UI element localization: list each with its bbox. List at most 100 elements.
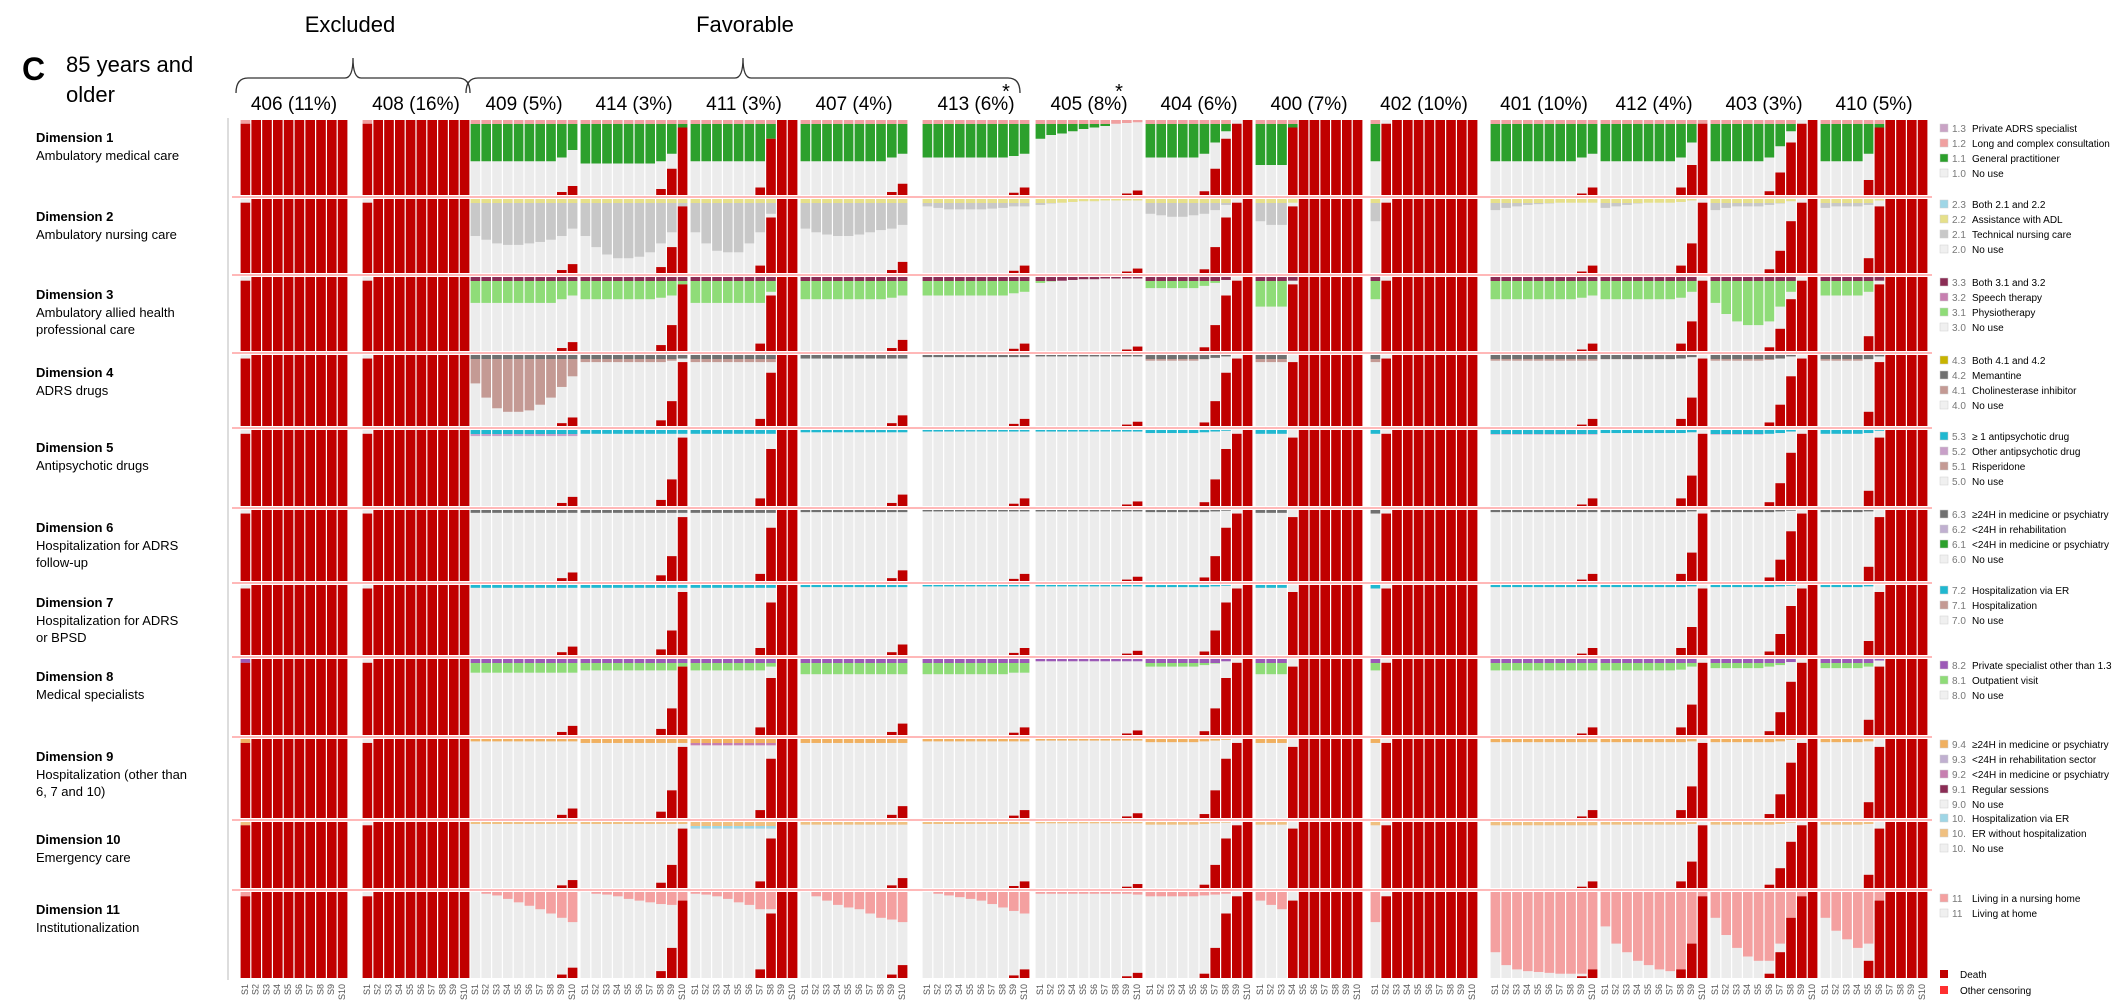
bar-use-accent (677, 659, 688, 663)
bar-death (787, 585, 798, 655)
bar-use (1145, 359, 1156, 361)
bar-nouse (1145, 277, 1156, 351)
bar-use-accent (1687, 585, 1697, 587)
bar-use-accent (955, 355, 965, 358)
bar-nouse (1577, 510, 1587, 581)
cluster-14: 410 (5%)S1 S2 S3 S4 S5 S6 S7 S8 S9 S10 (1820, 94, 1928, 1000)
bar-use-accent (1732, 120, 1742, 124)
bar-death (1907, 510, 1917, 581)
bar-use-accent (1078, 355, 1089, 357)
bar-use-accent (1501, 659, 1511, 663)
bar-death (766, 838, 776, 888)
bar-death (1352, 585, 1363, 655)
bar-use-accent (1089, 510, 1100, 512)
bar-nouse (1676, 585, 1686, 655)
bar-death (1320, 120, 1330, 195)
bar-death (1242, 355, 1253, 426)
bar-use-accent (1035, 199, 1046, 203)
bar-death (887, 974, 897, 978)
bar-nouse (1111, 739, 1121, 818)
bar-nouse (1820, 199, 1831, 273)
bar-use (800, 124, 811, 162)
bar-nouse (1068, 120, 1078, 195)
bar-use (1676, 124, 1686, 158)
bar-use (1555, 663, 1565, 671)
bar-use-accent (567, 892, 578, 896)
bar-nouse (955, 739, 965, 818)
bar-death (1917, 585, 1928, 655)
bar-use (897, 203, 908, 225)
bar-nouse (1687, 585, 1697, 655)
bar-nouse (1853, 659, 1863, 735)
bar-death (327, 120, 337, 195)
bar-use-accent (1490, 739, 1501, 743)
bar-death (240, 433, 251, 506)
bar-nouse (1753, 822, 1764, 888)
bar-death (1403, 510, 1413, 581)
bar-nouse (712, 659, 722, 735)
bar-use (613, 203, 623, 259)
bar-use (733, 281, 744, 303)
bar-nouse (524, 510, 535, 581)
bar-nouse (634, 430, 645, 506)
bar-death (1392, 892, 1402, 978)
bar-death (1342, 739, 1352, 818)
bar-death (1403, 120, 1413, 195)
legend-swatch (1939, 123, 1949, 133)
bar-nouse (1676, 822, 1686, 888)
bar-nouse (1009, 585, 1019, 655)
bar-death (1917, 277, 1928, 351)
bar-death (395, 355, 405, 426)
bar-use (1566, 896, 1576, 974)
bar-use-accent (1078, 510, 1089, 512)
bar-death (362, 202, 373, 273)
bar-use-accent (1842, 355, 1852, 359)
bar-death (459, 659, 470, 735)
bar-nouse (1512, 659, 1522, 735)
bar-nouse (492, 822, 502, 888)
bar-use-accent (602, 585, 612, 588)
bar-use-accent (557, 355, 567, 359)
bar-death (1288, 828, 1298, 888)
bar-nouse (1587, 199, 1598, 273)
bar-use-accent (887, 659, 897, 663)
step-tick-label: S8 (1675, 984, 1685, 995)
bar-nouse (1255, 739, 1266, 818)
bar-death (283, 199, 294, 273)
bar-death (677, 206, 688, 273)
bar-death (1424, 739, 1435, 818)
bar-use (1277, 663, 1287, 675)
bar-use-accent (1132, 585, 1143, 587)
bar-nouse (887, 739, 897, 818)
bar-use-accent (1622, 199, 1632, 203)
step-tick-label: S10 (1242, 984, 1252, 1000)
legend-code: 3.2 (1952, 293, 1966, 304)
bar-use (1764, 124, 1775, 158)
bar-use-accent (1035, 120, 1046, 124)
bar-use (591, 124, 601, 164)
bar-death (1885, 430, 1895, 506)
bar-death (283, 355, 294, 426)
bar-nouse (1255, 355, 1266, 426)
bar-nouse (1199, 199, 1210, 273)
bar-use-accent (1842, 822, 1852, 825)
bar-nouse (1370, 822, 1381, 888)
bar-use-accent (1863, 277, 1874, 281)
bar-nouse (591, 277, 601, 351)
bar-use (843, 663, 854, 675)
bar-use (1156, 281, 1166, 289)
bar-nouse (1199, 585, 1210, 655)
bar-use-accent (481, 120, 491, 124)
bar-death (395, 199, 405, 273)
bar-nouse (1863, 585, 1874, 655)
bar-use (503, 359, 513, 412)
bar-use (567, 434, 578, 437)
bar-use-accent (1288, 199, 1298, 203)
bar-death (1863, 180, 1874, 195)
bar-nouse (800, 510, 811, 581)
bar-nouse (580, 739, 591, 818)
bar-use-accent (1874, 430, 1885, 431)
bar-death (1210, 630, 1220, 655)
bar-use (503, 896, 513, 899)
bar-use-accent (854, 510, 865, 513)
